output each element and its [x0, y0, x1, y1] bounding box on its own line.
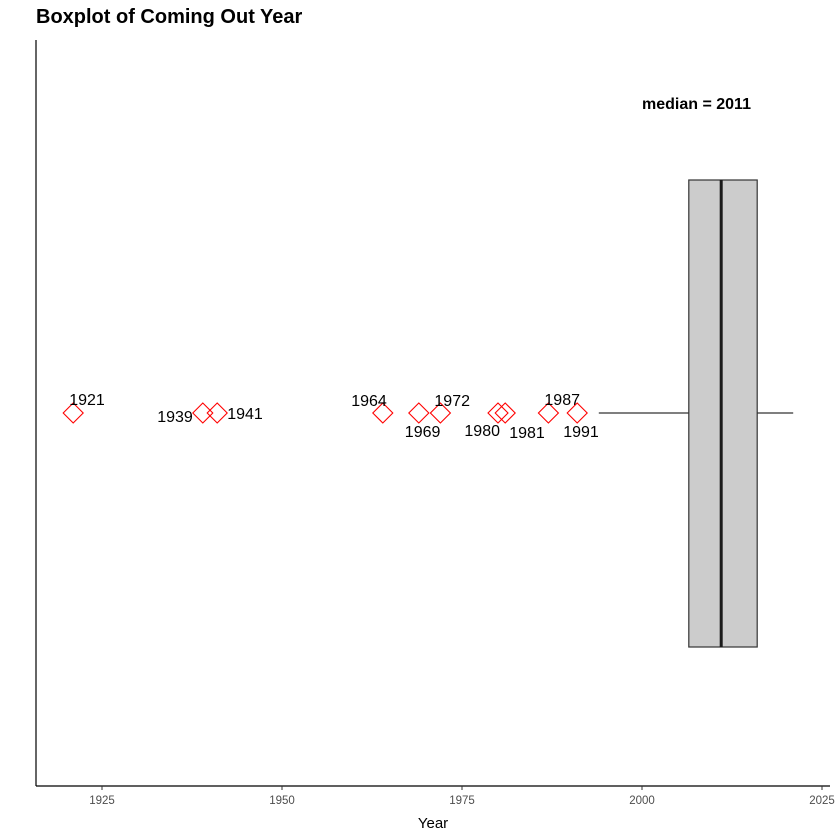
outlier-point	[372, 402, 394, 424]
outlier-point	[537, 402, 560, 424]
x-tick-label: 1950	[269, 795, 295, 807]
x-tick-label: 2025	[809, 795, 835, 807]
outlier-label: 1921	[69, 392, 105, 409]
outlier-point	[494, 402, 516, 424]
box-layer	[598, 179, 794, 648]
outlier-label: 1991	[563, 424, 599, 441]
x-tick-label: 2000	[629, 795, 655, 807]
outlier-point	[429, 402, 452, 424]
outlier-point	[566, 402, 588, 424]
outlier-point	[487, 402, 509, 424]
iqr-box	[688, 179, 758, 648]
outlier-point	[206, 402, 228, 424]
outlier-label: 1972	[434, 393, 470, 410]
outlier-point	[408, 402, 430, 424]
outlier-label: 1964	[351, 393, 387, 410]
x-tick-label: 1975	[449, 795, 475, 807]
outlier-label: 1981	[509, 425, 545, 442]
outlier-label: 1969	[405, 424, 441, 441]
x-axis-title: Year	[418, 815, 448, 832]
outlier-layer: 1921 1939 1941 1964 1969 1972 1980 1981 1987 1991	[62, 392, 599, 442]
outlier-label: 1941	[227, 406, 263, 423]
outlier-point	[192, 402, 214, 424]
x-tick-label: 1925	[89, 795, 115, 807]
median-annotation: median = 2011	[642, 96, 751, 113]
chart-title: Boxplot of Coming Out Year	[36, 6, 303, 28]
outlier-label: 1987	[544, 392, 580, 409]
outlier-label: 1939	[157, 409, 193, 426]
outlier-label: 1980	[464, 423, 500, 440]
x-axis-ticks: 1925 1950 1975 2000 2025	[89, 786, 835, 807]
outlier-point	[62, 402, 84, 424]
